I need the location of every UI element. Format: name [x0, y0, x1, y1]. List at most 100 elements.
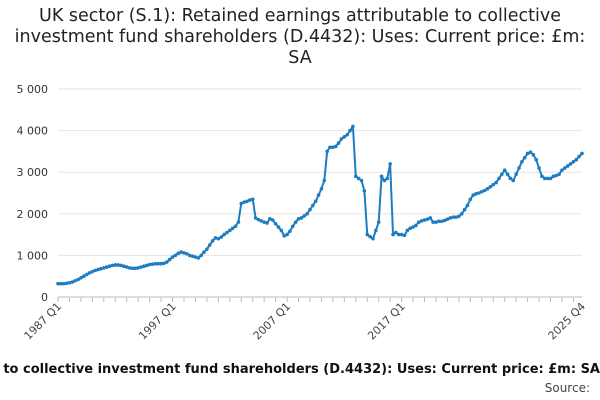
data-point — [159, 261, 163, 266]
data-point — [248, 198, 252, 202]
data-point — [130, 266, 135, 271]
data-point — [442, 218, 447, 223]
data-point — [445, 217, 450, 222]
data-point — [451, 215, 455, 219]
data-point — [305, 212, 309, 216]
data-point — [454, 215, 458, 219]
x-tick-label: 2007 Q1 — [251, 300, 294, 343]
data-point — [548, 176, 553, 181]
data-point — [242, 200, 246, 204]
data-point — [511, 178, 516, 183]
data-point — [93, 268, 98, 273]
data-point — [79, 276, 83, 280]
data-point — [434, 220, 438, 224]
data-point — [202, 250, 206, 254]
data-point — [199, 253, 203, 258]
data-point — [491, 182, 496, 187]
data-point — [437, 219, 441, 224]
data-point — [299, 216, 304, 220]
data-point — [477, 191, 481, 195]
data-point — [156, 261, 161, 266]
data-point — [374, 228, 378, 233]
data-point — [359, 178, 364, 183]
data-point — [531, 152, 536, 157]
data-point — [219, 235, 224, 239]
data-point — [107, 264, 112, 269]
data-point — [331, 145, 335, 150]
data-point — [563, 166, 567, 170]
data-point — [376, 220, 381, 224]
data-point — [205, 247, 209, 251]
data-point — [474, 192, 478, 196]
data-point — [497, 176, 501, 181]
data-point — [508, 176, 513, 181]
data-point — [73, 278, 77, 283]
legend: UK sector (S.1): Retained earnings attri… — [0, 362, 600, 382]
data-point — [250, 197, 255, 202]
data-point — [514, 172, 518, 177]
data-point — [167, 257, 172, 262]
y-tick-label: 2 000 — [17, 208, 49, 221]
data-point — [565, 164, 570, 168]
data-point — [502, 168, 507, 172]
data-point — [405, 228, 410, 233]
data-point — [419, 219, 424, 223]
data-point — [411, 225, 415, 229]
data-point — [574, 157, 579, 162]
data-point — [262, 220, 266, 224]
data-point — [500, 172, 504, 177]
data-point — [580, 151, 584, 156]
data-point — [59, 281, 63, 286]
data-point — [276, 225, 281, 229]
data-point — [540, 174, 544, 179]
data-point — [388, 162, 392, 166]
data-point — [505, 172, 510, 177]
data-point — [187, 253, 192, 258]
data-point — [396, 232, 401, 237]
data-point — [61, 281, 66, 286]
data-point — [577, 154, 581, 159]
data-point — [471, 193, 475, 197]
data-point — [408, 226, 413, 231]
data-point — [136, 266, 140, 270]
data-point — [339, 137, 344, 141]
data-point — [554, 173, 559, 178]
data-point — [222, 232, 226, 237]
data-point — [402, 233, 407, 238]
data-point — [302, 214, 307, 218]
data-point — [385, 176, 390, 181]
data-point — [207, 243, 212, 247]
data-point — [457, 214, 461, 219]
y-tick-label: 3 000 — [17, 166, 49, 179]
data-point — [150, 262, 155, 266]
data-point — [270, 218, 275, 222]
data-point — [488, 184, 493, 189]
data-point — [239, 201, 244, 206]
data-point — [422, 218, 427, 222]
data-point — [311, 203, 315, 208]
data-point — [127, 266, 132, 270]
data-point — [528, 150, 533, 155]
data-point — [416, 220, 421, 224]
data-point — [81, 274, 86, 279]
data-point — [459, 212, 464, 216]
data-point — [494, 180, 498, 185]
data-point — [542, 176, 547, 181]
data-point — [479, 189, 484, 194]
y-tick-label: 5 000 — [17, 83, 49, 96]
data-point — [119, 263, 123, 268]
data-point — [568, 162, 573, 166]
data-point — [351, 124, 355, 129]
data-point — [571, 160, 576, 164]
data-point — [76, 277, 80, 282]
series-line — [58, 125, 583, 285]
data-point — [225, 230, 229, 235]
data-point — [116, 263, 120, 267]
data-point — [259, 219, 264, 223]
data-point — [336, 141, 341, 145]
y-tick-label: 0 — [41, 291, 48, 304]
y-axis: 0 1 000 2 000 3 000 4 000 5 000 — [17, 83, 49, 304]
x-tick-label: 1997 Q1 — [136, 300, 179, 343]
data-point — [371, 236, 375, 241]
